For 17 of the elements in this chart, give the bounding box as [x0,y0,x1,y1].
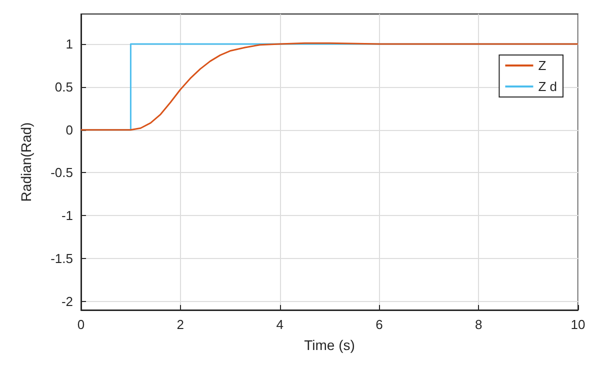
x-tick-label: 0 [77,317,85,332]
x-tick-label: 4 [276,317,284,332]
y-axis-title: Radian(Rad) [18,122,34,202]
x-tick-label: 10 [570,317,586,332]
y-tick-label: 1 [66,36,73,52]
x-tick-label: 6 [376,317,383,332]
y-tick-label: 0 [66,122,73,138]
y-tick-label: -1 [61,208,73,224]
legend-label: Z [538,58,546,73]
y-tick-label: -2 [61,294,73,309]
y-tick-label: -1.5 [50,251,73,266]
x-tick-label: 8 [474,317,482,332]
y-tick-label: 0.5 [54,79,73,94]
x-axis-title: Time (s) [304,337,355,353]
x-tick-label: 2 [176,317,184,332]
y-tick-label: -0.5 [50,165,73,180]
legend-label: Z d [538,79,558,94]
